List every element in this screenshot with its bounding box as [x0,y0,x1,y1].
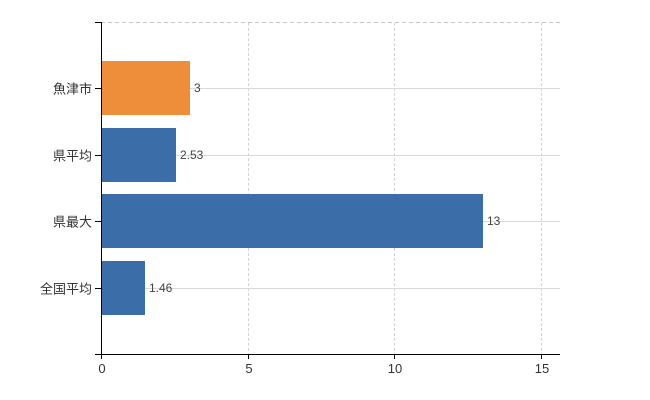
y-axis-bottom-end-tick [95,354,101,355]
vertical-gridline [541,23,542,354]
bar-0 [102,61,190,115]
vertical-gridline [248,23,249,354]
bar-3 [102,261,145,315]
x-axis-tick [541,354,542,359]
x-tick-label: 10 [387,361,403,376]
y-axis-line [101,22,102,355]
category-label: 県最大 [52,214,92,230]
category-tick [95,221,101,222]
bar-1 [102,128,176,182]
x-axis-line [101,354,560,355]
plot-top-border [101,22,560,23]
category-tick [95,288,101,289]
category-label: 県平均 [52,148,92,164]
horizontal-gridline [102,88,560,89]
category-label: 魚津市 [52,81,92,97]
x-axis-tick [101,354,102,359]
x-tick-label: 5 [245,361,253,376]
bar-value-label: 1.46 [149,281,173,295]
bar-2 [102,194,483,248]
category-tick [95,88,101,89]
bar-value-label: 3 [194,81,201,95]
x-tick-label: 0 [98,361,106,376]
category-label: 全国平均 [39,281,92,297]
horizontal-gridline [102,288,560,289]
bar-value-label: 13 [487,214,501,228]
x-tick-label: 15 [534,361,550,376]
x-axis-tick [394,354,395,359]
horizontal-gridline [102,155,560,156]
y-axis-top-end-tick [95,22,101,23]
bar-value-label: 2.53 [180,148,204,162]
category-tick [95,155,101,156]
vertical-gridline [394,23,395,354]
x-axis-tick [248,354,249,359]
